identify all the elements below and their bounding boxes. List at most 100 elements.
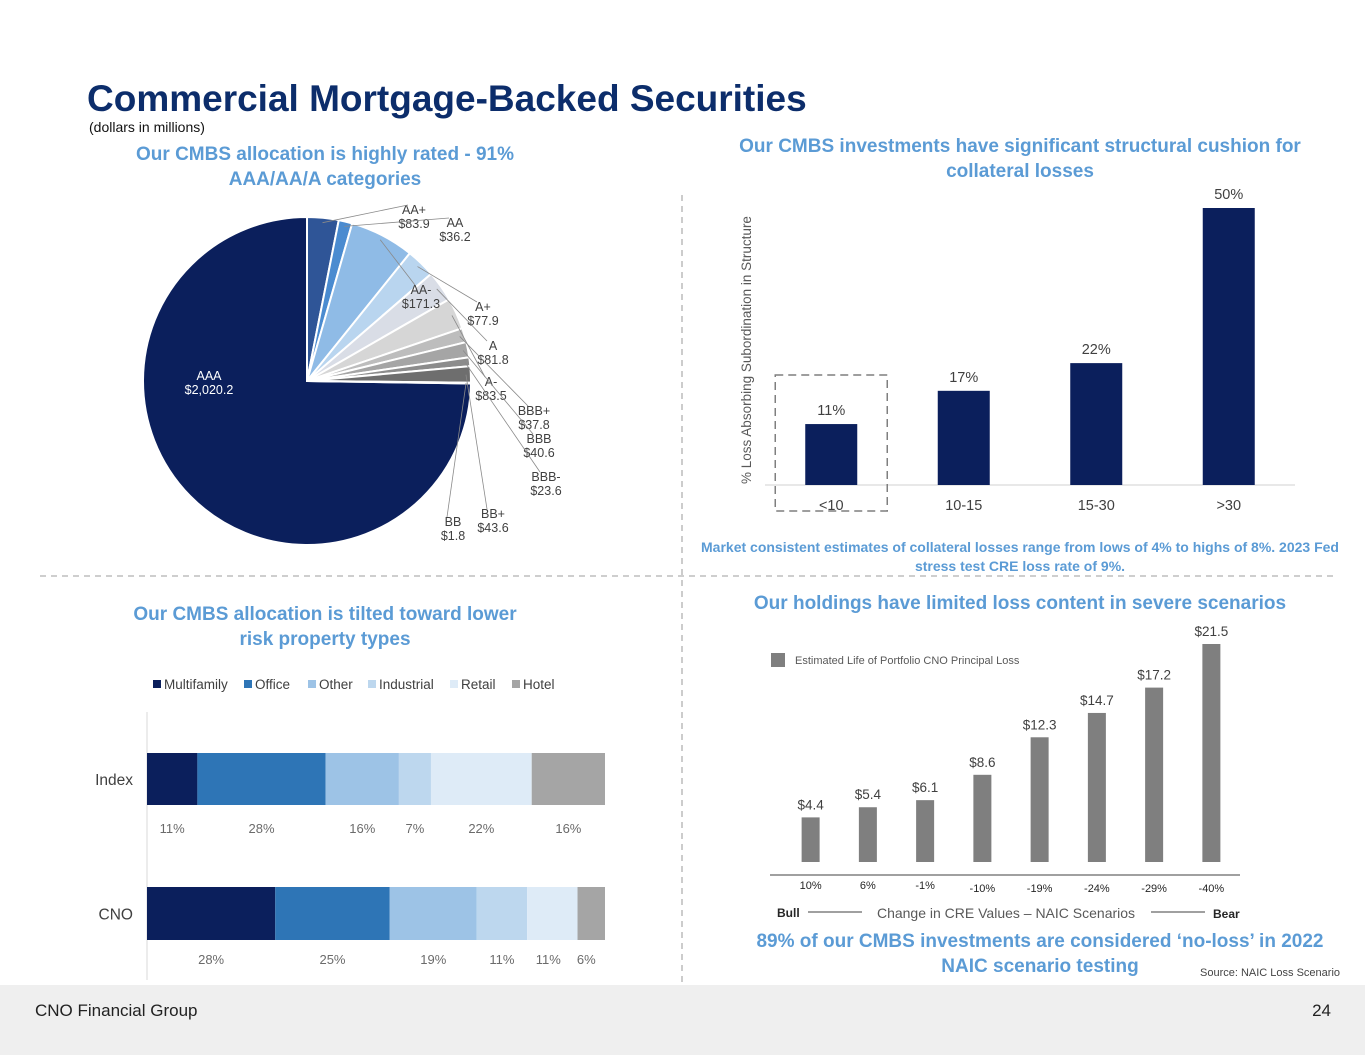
scenario-bar-6 [858,807,877,862]
scenario-bar-10 [801,817,820,862]
subordination-bar-10 [805,424,858,485]
property-segment-cno-retail [527,887,578,940]
subordination-highlight-box [774,374,888,512]
property-chart-title: Our CMBS allocation is tilted toward low… [133,604,517,650]
property-legend-retail: Retail [461,677,496,692]
scenario-x-axis-label: Change in CRE Values – NAIC Scenarios [877,905,1135,921]
subordination-note: Market consistent estimates of collatera… [701,539,1339,574]
scenario-bar-chart: Estimated Life of Portfolio CNO Principa… [770,624,1240,921]
property-label-cno-office: 25% [319,952,345,967]
property-legend-multifamily: Multifamily [164,677,228,692]
property-segment-cno-industrial [476,887,528,940]
property-segment-index-other [325,753,399,805]
pie-leader-bbb [459,336,529,407]
subordination-value-30: 50% [1214,187,1243,203]
property-segment-cno-other [389,887,477,940]
scenario-bar-24 [1087,712,1106,862]
property-label-cno-hotel: 6% [577,952,596,967]
property-label-cno-retail: 11% [536,952,561,967]
property-row-label-cno: CNO [99,907,133,924]
pie-label-aaa: AAA [196,369,222,383]
subordination-tick-10-15: 10-15 [945,498,982,514]
scenario-value-24: $14.7 [1080,693,1114,708]
pie-leader-aa [379,239,416,286]
scenario-bar-29 [1145,687,1164,862]
page-subtitle: (dollars in millions) [89,119,205,135]
pie-value-a: $77.9 [467,314,498,328]
scenario-bull-label: Bull [777,906,800,920]
property-legend-swatch-multifamily [153,680,161,688]
scenario-value-19: $12.3 [1023,717,1057,732]
pie-label-a: A- [485,375,498,389]
property-segment-cno-multifamily [147,887,276,940]
scenario-bear-label: Bear [1213,907,1240,921]
pie-leader-bb [465,374,488,510]
scenario-value-10: $4.4 [797,797,824,812]
scenario-chart-title: Our holdings have limited loss content i… [753,593,1287,614]
pie-label-a: A+ [475,300,491,314]
pie-value-aaa: $2,020.2 [185,383,234,397]
property-segment-cno-hotel [577,887,605,940]
property-legend-industrial: Industrial [379,677,434,692]
property-label-index-retail: 22% [468,821,494,836]
pie-leader-a [436,288,488,342]
scenario-bar-1 [916,800,935,862]
pie-value-aa: $171.3 [402,297,440,311]
pie-label-aa: AA- [411,283,432,297]
pie-label-aa: AA [447,216,464,230]
subordination-value-10-15: 17% [949,370,978,386]
pie-slice-bb [306,380,472,385]
property-segment-index-hotel [531,753,605,805]
pie-leader-bbb [464,362,541,473]
property-segment-index-retail [430,753,532,805]
pie-value-bb: $1.8 [441,529,465,543]
property-label-index-office: 28% [248,821,274,836]
property-label-cno-multifamily: 28% [198,952,224,967]
property-label-index-multifamily: 11% [160,821,185,836]
scenario-value-10: $8.6 [969,755,995,770]
subordination-tick-15-30: 15-30 [1078,498,1115,514]
property-label-index-hotel: 16% [555,821,581,836]
subordination-bar-chart: % Loss Absorbing Subordination in Struct… [739,187,1295,514]
rating-chart-title: Our CMBS allocation is highly rated - 91… [136,144,514,190]
page-number: 24 [1312,1001,1331,1020]
property-row-label-index: Index [95,772,133,789]
property-legend-other: Other [319,677,353,692]
no-loss-callout: 89% of our CMBS investments are consider… [756,931,1324,977]
subordination-value-10: 11% [817,403,845,419]
property-segment-index-industrial [398,753,431,805]
property-segment-cno-office [275,887,390,940]
rating-pie-chart: AAA$2,020.2AA+$83.9 AA$36.2AA-$171.3 A+$77… [142,203,562,546]
scenario-value-6: $5.4 [855,787,882,802]
pie-value-aa: $83.9 [398,217,429,231]
pie-value-bbb: $23.6 [530,484,561,498]
property-legend-swatch-hotel [512,680,520,688]
property-legend-hotel: Hotel [523,677,555,692]
property-legend-office: Office [255,677,290,692]
scenario-tick-6: 6% [860,880,876,892]
footer-bar [0,985,1365,1055]
property-label-index-industrial: 7% [406,821,425,836]
scenario-value-40: $21.5 [1194,624,1228,639]
pie-label-a: A [489,339,498,353]
property-stacked-bar-chart: Multifamily Office Other Industrial Retail Ho… [95,677,605,980]
pie-value-bb: $43.6 [477,521,508,535]
footer-company: CNO Financial Group [35,1001,198,1020]
scenario-tick-10: -10% [970,883,996,895]
pie-value-bbb: $37.8 [518,418,549,432]
property-label-index-other: 16% [349,821,375,836]
subordination-bar-10-15 [937,390,990,485]
pie-leader-a [417,266,478,303]
property-legend-swatch-office [244,680,252,688]
subordination-y-axis-label: % Loss Absorbing Subordination in Struct… [739,216,754,484]
pie-leader-aa [322,204,409,224]
pie-label-bbb: BBB [526,432,551,446]
pie-value-a: $81.8 [477,353,508,367]
pie-slice-aaa [142,215,472,546]
pie-leader-aa [344,217,450,227]
pie-label-aa: AA+ [402,203,426,217]
pie-value-aa: $36.2 [439,230,470,244]
scenario-tick-40: -40% [1199,883,1225,895]
scenario-bar-19 [1030,737,1049,862]
pie-label-bb: BB+ [481,507,505,521]
